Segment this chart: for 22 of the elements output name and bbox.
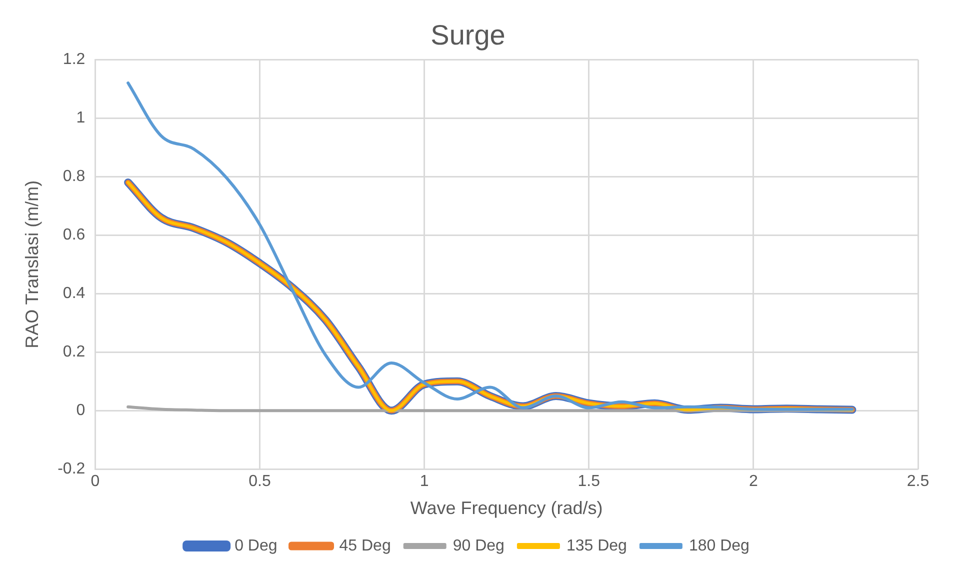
legend-label: 90 Deg — [452, 537, 504, 554]
x-axis-title: Wave Frequency (rad/s) — [410, 498, 603, 518]
y-tick-label: 1 — [76, 110, 86, 127]
y-tick-label: 0.6 — [62, 226, 86, 244]
x-tick-label: 2 — [748, 473, 758, 490]
y-tick-label: 0 — [76, 402, 86, 420]
legend-label: 180 Deg — [688, 537, 750, 554]
x-tick-label: 1 — [420, 473, 429, 490]
y-tick-label: -0.2 — [58, 460, 86, 478]
legend-label: 0 Deg — [234, 537, 278, 554]
chart-title: Surge — [430, 20, 506, 51]
y-tick-label: 0.2 — [62, 344, 86, 361]
y-axis-title: RAO Translasi (m/m) — [22, 180, 42, 348]
legend-label: 45 Deg — [339, 537, 391, 554]
x-tick-label: 0 — [90, 473, 100, 490]
legend-label: 135 Deg — [566, 537, 627, 554]
x-tick-label: 1.5 — [578, 473, 600, 490]
x-tick-label: 0.5 — [248, 473, 271, 490]
y-tick-label: 1.2 — [62, 51, 86, 68]
y-tick-label: 0.8 — [62, 168, 86, 186]
x-tick-label: 2.5 — [906, 473, 930, 490]
y-tick-label: 0.4 — [62, 285, 86, 302]
